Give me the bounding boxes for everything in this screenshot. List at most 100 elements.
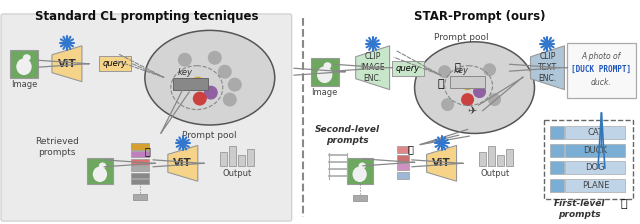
Circle shape xyxy=(438,65,451,78)
FancyBboxPatch shape xyxy=(99,56,131,71)
FancyBboxPatch shape xyxy=(566,179,625,192)
Ellipse shape xyxy=(23,54,31,61)
Text: ViT: ViT xyxy=(432,158,451,168)
FancyBboxPatch shape xyxy=(566,127,625,139)
FancyBboxPatch shape xyxy=(1,14,292,221)
FancyBboxPatch shape xyxy=(131,166,149,171)
FancyBboxPatch shape xyxy=(397,155,408,162)
Text: 🔥: 🔥 xyxy=(408,144,413,154)
Ellipse shape xyxy=(16,58,31,75)
Text: Prompt pool: Prompt pool xyxy=(435,33,489,42)
Text: PLANE: PLANE xyxy=(582,181,609,190)
Text: CLIP
TEXT
ENC.: CLIP TEXT ENC. xyxy=(538,52,557,83)
Circle shape xyxy=(218,65,232,79)
FancyBboxPatch shape xyxy=(347,158,372,184)
Text: 🔥: 🔥 xyxy=(620,199,627,209)
FancyBboxPatch shape xyxy=(131,172,149,177)
Ellipse shape xyxy=(93,166,107,182)
Polygon shape xyxy=(65,40,69,45)
FancyBboxPatch shape xyxy=(131,159,149,165)
Text: Image: Image xyxy=(312,88,338,97)
Circle shape xyxy=(193,92,207,106)
Circle shape xyxy=(488,93,501,106)
Circle shape xyxy=(204,86,218,100)
Ellipse shape xyxy=(324,62,332,69)
FancyBboxPatch shape xyxy=(353,195,367,201)
FancyBboxPatch shape xyxy=(497,155,504,166)
Ellipse shape xyxy=(99,162,106,169)
Circle shape xyxy=(483,63,496,76)
Circle shape xyxy=(208,51,222,65)
Text: query: query xyxy=(103,59,127,68)
Circle shape xyxy=(228,78,242,92)
Polygon shape xyxy=(370,41,375,46)
Text: 🔥: 🔥 xyxy=(145,146,151,156)
FancyBboxPatch shape xyxy=(131,179,149,184)
Text: key: key xyxy=(178,68,193,77)
FancyBboxPatch shape xyxy=(131,151,149,157)
Circle shape xyxy=(473,85,486,98)
FancyBboxPatch shape xyxy=(173,78,208,90)
FancyBboxPatch shape xyxy=(506,149,513,166)
Circle shape xyxy=(191,77,205,91)
Text: query: query xyxy=(396,64,420,73)
FancyBboxPatch shape xyxy=(238,155,244,166)
Text: DOG: DOG xyxy=(586,163,605,172)
Text: Output: Output xyxy=(222,169,252,178)
Text: ViT: ViT xyxy=(173,158,192,168)
Circle shape xyxy=(178,53,192,67)
Polygon shape xyxy=(52,46,82,82)
FancyBboxPatch shape xyxy=(397,163,408,170)
FancyBboxPatch shape xyxy=(566,161,625,174)
Text: DUCK: DUCK xyxy=(584,146,607,155)
Polygon shape xyxy=(531,46,564,90)
Text: Image: Image xyxy=(11,80,37,89)
Ellipse shape xyxy=(415,42,534,134)
Circle shape xyxy=(441,98,454,111)
Text: A photo of: A photo of xyxy=(582,52,621,61)
Text: ViT: ViT xyxy=(58,59,76,69)
FancyBboxPatch shape xyxy=(550,144,564,157)
Polygon shape xyxy=(180,141,185,146)
Circle shape xyxy=(461,93,474,106)
Text: CAT: CAT xyxy=(588,128,604,138)
Polygon shape xyxy=(439,141,444,146)
Text: Second-level
prompts: Second-level prompts xyxy=(315,125,380,145)
FancyBboxPatch shape xyxy=(397,146,408,153)
Circle shape xyxy=(461,77,474,90)
Text: key: key xyxy=(454,66,468,75)
FancyBboxPatch shape xyxy=(479,152,486,166)
Polygon shape xyxy=(356,46,390,90)
FancyBboxPatch shape xyxy=(133,194,147,200)
Ellipse shape xyxy=(358,162,366,169)
Text: Output: Output xyxy=(481,169,510,178)
Ellipse shape xyxy=(145,30,275,125)
Text: STAR-Prompt (ours): STAR-Prompt (ours) xyxy=(414,10,545,23)
Circle shape xyxy=(223,93,237,107)
FancyBboxPatch shape xyxy=(87,158,113,184)
FancyBboxPatch shape xyxy=(450,76,485,88)
FancyBboxPatch shape xyxy=(488,146,495,166)
Text: 🦆: 🦆 xyxy=(454,61,461,71)
FancyBboxPatch shape xyxy=(566,144,625,157)
Text: ✈: ✈ xyxy=(467,107,476,116)
FancyBboxPatch shape xyxy=(567,43,636,98)
Text: CLIP
IMAGE
ENC.: CLIP IMAGE ENC. xyxy=(360,52,385,83)
FancyBboxPatch shape xyxy=(545,120,634,199)
Polygon shape xyxy=(168,145,198,181)
Text: [DUCK PROMPT]: [DUCK PROMPT] xyxy=(572,65,632,74)
FancyBboxPatch shape xyxy=(550,127,564,139)
FancyBboxPatch shape xyxy=(247,149,253,166)
FancyBboxPatch shape xyxy=(10,50,38,78)
Text: First-level
prompts: First-level prompts xyxy=(554,199,605,219)
FancyBboxPatch shape xyxy=(228,146,236,166)
Text: 🐈: 🐈 xyxy=(437,79,444,89)
Text: Retrieved
prompts: Retrieved prompts xyxy=(35,138,79,157)
Polygon shape xyxy=(427,145,456,181)
FancyBboxPatch shape xyxy=(310,58,339,86)
Text: Prompt pool: Prompt pool xyxy=(182,131,237,140)
FancyBboxPatch shape xyxy=(131,143,149,150)
Ellipse shape xyxy=(317,66,332,83)
Text: duck.: duck. xyxy=(591,78,612,87)
Ellipse shape xyxy=(353,166,367,182)
